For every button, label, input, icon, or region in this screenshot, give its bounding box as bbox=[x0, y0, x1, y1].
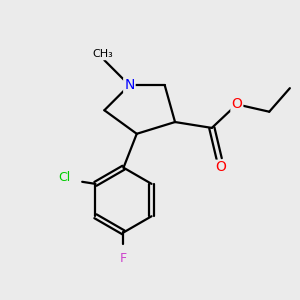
Text: CH₃: CH₃ bbox=[92, 49, 113, 59]
Text: O: O bbox=[215, 160, 226, 174]
Text: F: F bbox=[120, 252, 127, 265]
Text: O: O bbox=[231, 98, 242, 111]
Text: N: N bbox=[124, 78, 135, 92]
Text: Cl: Cl bbox=[58, 172, 70, 184]
